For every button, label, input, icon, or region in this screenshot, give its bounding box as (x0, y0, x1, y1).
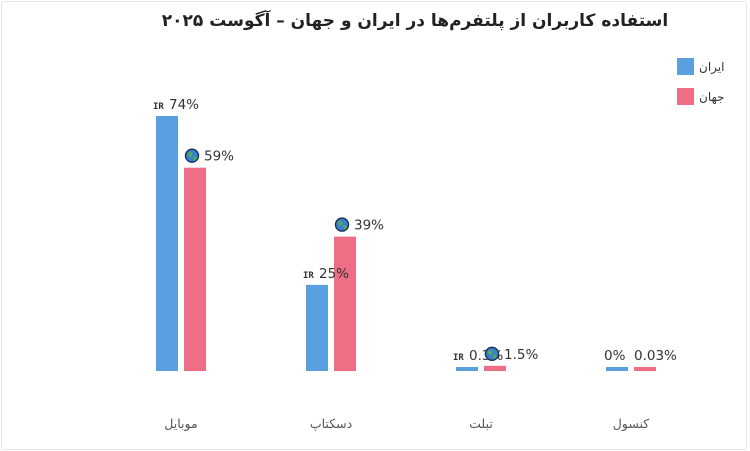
value-label-3-0: 0% (604, 348, 626, 364)
category-label-0: موبایل (164, 416, 197, 432)
legend-label-1: جهان (699, 90, 724, 104)
bar-0-0 (156, 116, 178, 371)
value-label-0-0: 74% (169, 97, 199, 113)
value-label-1-0: 25% (319, 266, 349, 282)
bar-1-1 (334, 236, 356, 371)
bar-3-1 (634, 367, 656, 371)
value-label-3-1: 0.03% (634, 348, 677, 364)
legend-swatch-1 (677, 88, 694, 105)
ir-flag-icon: IR (153, 102, 164, 112)
bar-1-0 (306, 284, 328, 371)
bar-2-0 (456, 367, 478, 371)
category-labels-group: موبایل دسکتاپ تبلت کنسول (164, 416, 649, 432)
ir-flag-icon: IR (453, 353, 464, 363)
globe-icon (334, 217, 350, 232)
bars-group (156, 116, 656, 371)
ir-flag-icon: IR (303, 271, 314, 281)
bar-0-1 (184, 167, 206, 371)
value-label-1-1: 39% (354, 218, 384, 234)
category-label-1: دسکتاپ (310, 416, 352, 431)
bar-3-0 (606, 367, 628, 371)
chart-title: استفاده کاربران از پلتفرم‌ها در ایران و … (161, 11, 669, 31)
category-label-2: تبلت (469, 416, 493, 431)
legend-swatch-0 (677, 58, 694, 75)
value-label-0-1: 59% (204, 149, 234, 165)
legend-label-0: ایران (699, 60, 724, 75)
value-label-2-1: 1.5% (504, 347, 538, 363)
globe-icon (484, 346, 500, 362)
bar-2-1 (484, 365, 506, 371)
legend: ایران جهان (677, 58, 724, 105)
category-label-3: کنسول (613, 416, 649, 432)
globe-icon (184, 148, 200, 163)
